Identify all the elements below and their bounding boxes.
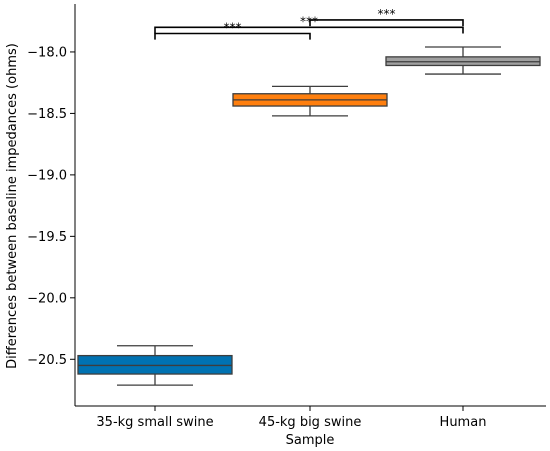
bracket-line (154, 26, 464, 34)
y-tick-label: −19.5 (27, 230, 67, 245)
significance-bracket-1: *** (154, 21, 311, 40)
box-1 (77, 345, 233, 386)
x-ticks: 35-kg small swine 45-kg big swine Human (96, 406, 486, 430)
box-2 (232, 85, 388, 117)
significance-bracket-2: *** (309, 7, 464, 27)
y-tick-label: −20.0 (27, 291, 67, 306)
significance-layer: ********* (154, 7, 464, 40)
x-tick-label: 35-kg small swine (96, 415, 213, 430)
bracket-line (309, 19, 464, 27)
x-tick-label: Human (440, 415, 487, 430)
y-tick-label: −20.5 (27, 353, 67, 368)
significance-label: *** (378, 7, 396, 21)
y-ticks: −18.0 −18.5 −19.0 −19.5 −20.0 −20.5 (27, 45, 75, 368)
significance-bracket-3: *** (154, 14, 464, 34)
bracket-line (154, 32, 311, 40)
x-tick-label: 45-kg big swine (259, 415, 362, 430)
significance-label: *** (300, 14, 318, 28)
y-tick-label: −18.0 (27, 45, 67, 60)
y-tick-label: −19.0 (27, 168, 67, 183)
y-tick-label: −18.5 (27, 107, 67, 122)
boxes-layer (77, 46, 541, 386)
y-axis-label: Differences between baseline impedances … (5, 43, 20, 369)
x-axis-label: Sample (286, 433, 335, 448)
box-3 (385, 46, 541, 75)
